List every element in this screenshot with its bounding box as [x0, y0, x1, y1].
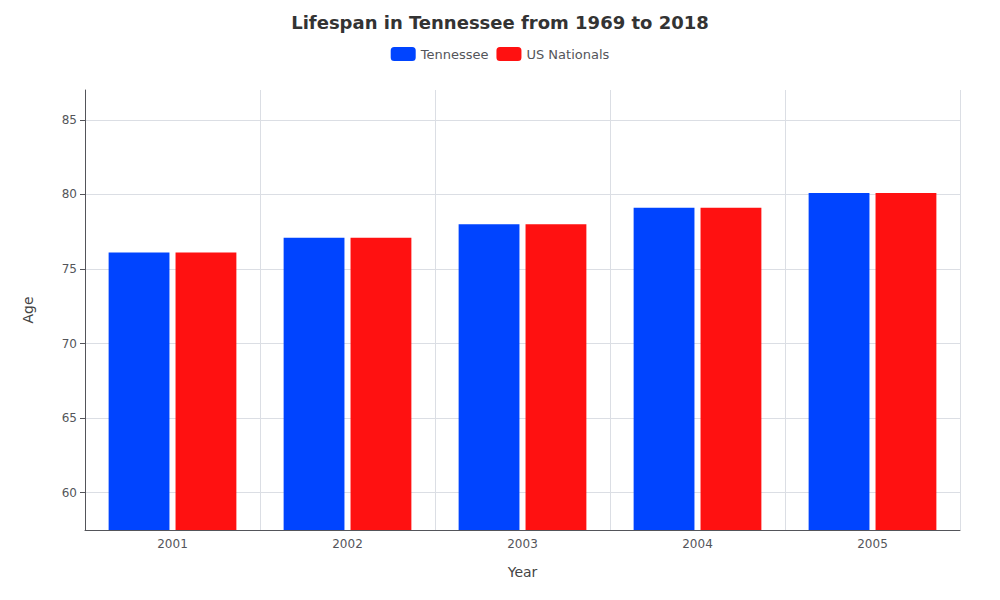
svg-text:2005: 2005 — [857, 537, 888, 551]
svg-text:80: 80 — [62, 187, 77, 201]
svg-text:Tennessee: Tennessee — [420, 47, 489, 62]
svg-text:2002: 2002 — [332, 537, 363, 551]
svg-text:65: 65 — [62, 411, 77, 425]
svg-text:Year: Year — [507, 564, 538, 580]
svg-text:70: 70 — [62, 337, 77, 351]
svg-text:2001: 2001 — [157, 537, 188, 551]
svg-text:85: 85 — [62, 113, 77, 127]
svg-text:60: 60 — [62, 486, 77, 500]
svg-text:Age: Age — [20, 296, 36, 323]
svg-text:Lifespan in Tennessee from 196: Lifespan in Tennessee from 1969 to 2018 — [291, 12, 709, 33]
svg-text:2004: 2004 — [682, 537, 713, 551]
svg-text:US Nationals: US Nationals — [526, 47, 609, 62]
svg-text:2003: 2003 — [507, 537, 538, 551]
svg-text:75: 75 — [62, 262, 77, 276]
